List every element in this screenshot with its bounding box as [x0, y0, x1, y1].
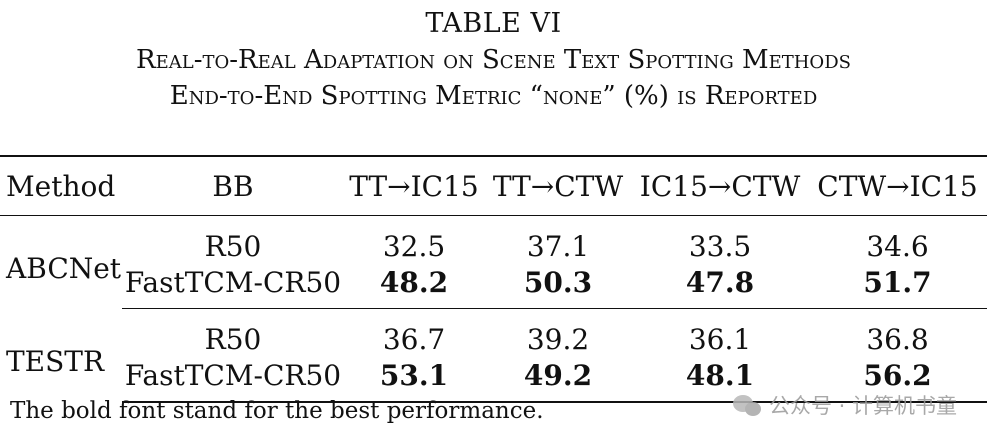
watermark-text: 公众号 · 计算机书童 [768, 394, 957, 418]
group-testr: TESTR R50 36.7 39.2 36.1 36.8 FastTCM-CR… [0, 309, 987, 403]
table-footnote: The bold font stand for the best perform… [10, 398, 544, 424]
header-ic15-ctw: IC15→CTW [632, 155, 808, 216]
watermark: 公众号 · 计算机书童 [732, 390, 957, 420]
value-cell: 37.1 [526, 229, 590, 263]
table-label: TABLE VI [425, 8, 562, 39]
table-title-line-2: End-to-End Spotting Metric “none” (%) is… [169, 81, 818, 111]
value-cell: 33.5 [688, 229, 752, 263]
wechat-icon [732, 393, 763, 417]
table-row: FastTCM-CR50 53.1 49.2 48.1 56.2 [0, 357, 987, 403]
header-method: Method [0, 155, 122, 216]
header-tt-ctw: TT→CTW [484, 155, 632, 216]
value-cell: 39.2 [526, 322, 590, 356]
table-title-line-1: Real-to-Real Adaptation on Scene Text Sp… [136, 45, 851, 75]
table-caption: TABLE VI Real-to-Real Adaptation on Scen… [0, 6, 987, 114]
bb-cell: FastTCM-CR50 [122, 357, 344, 403]
bb-cell: FastTCM-CR50 [122, 264, 344, 309]
method-cell: TESTR [6, 344, 105, 378]
value-cell-best: 56.2 [808, 357, 987, 403]
results-table: Method BB TT→IC15 TT→CTW IC15→CTW CTW→IC… [0, 155, 987, 403]
table-row: FastTCM-CR50 48.2 50.3 47.8 51.7 [0, 264, 987, 309]
value-cell-best: 53.1 [344, 357, 484, 403]
value-cell-best: 49.2 [484, 357, 632, 403]
table-row: ABCNet R50 32.5 37.1 33.5 34.6 [0, 216, 987, 285]
value-cell-best: 48.2 [344, 264, 484, 309]
value-cell-best: 50.3 [484, 264, 632, 309]
header-row: Method BB TT→IC15 TT→CTW IC15→CTW CTW→IC… [0, 155, 987, 216]
value-cell-best: 48.1 [632, 357, 808, 403]
header-tt-ic15: TT→IC15 [344, 155, 484, 216]
value-cell-best: 47.8 [632, 264, 808, 309]
method-cell: ABCNet [6, 251, 122, 285]
value-cell: 34.6 [866, 229, 929, 263]
table-row: TESTR R50 36.7 39.2 36.1 36.8 [0, 309, 987, 378]
bb-cell: R50 [204, 322, 262, 356]
value-cell-best: 51.7 [808, 264, 987, 309]
value-cell: 36.1 [688, 322, 752, 356]
bb-cell: R50 [204, 229, 262, 263]
header-bb: BB [122, 155, 344, 216]
value-cell: 36.8 [866, 322, 929, 356]
header-ctw-ic15: CTW→IC15 [808, 155, 987, 216]
value-cell: 36.7 [382, 322, 446, 356]
value-cell: 32.5 [382, 229, 446, 263]
group-abcnet: ABCNet R50 32.5 37.1 33.5 34.6 FastTCM-C… [0, 216, 987, 309]
